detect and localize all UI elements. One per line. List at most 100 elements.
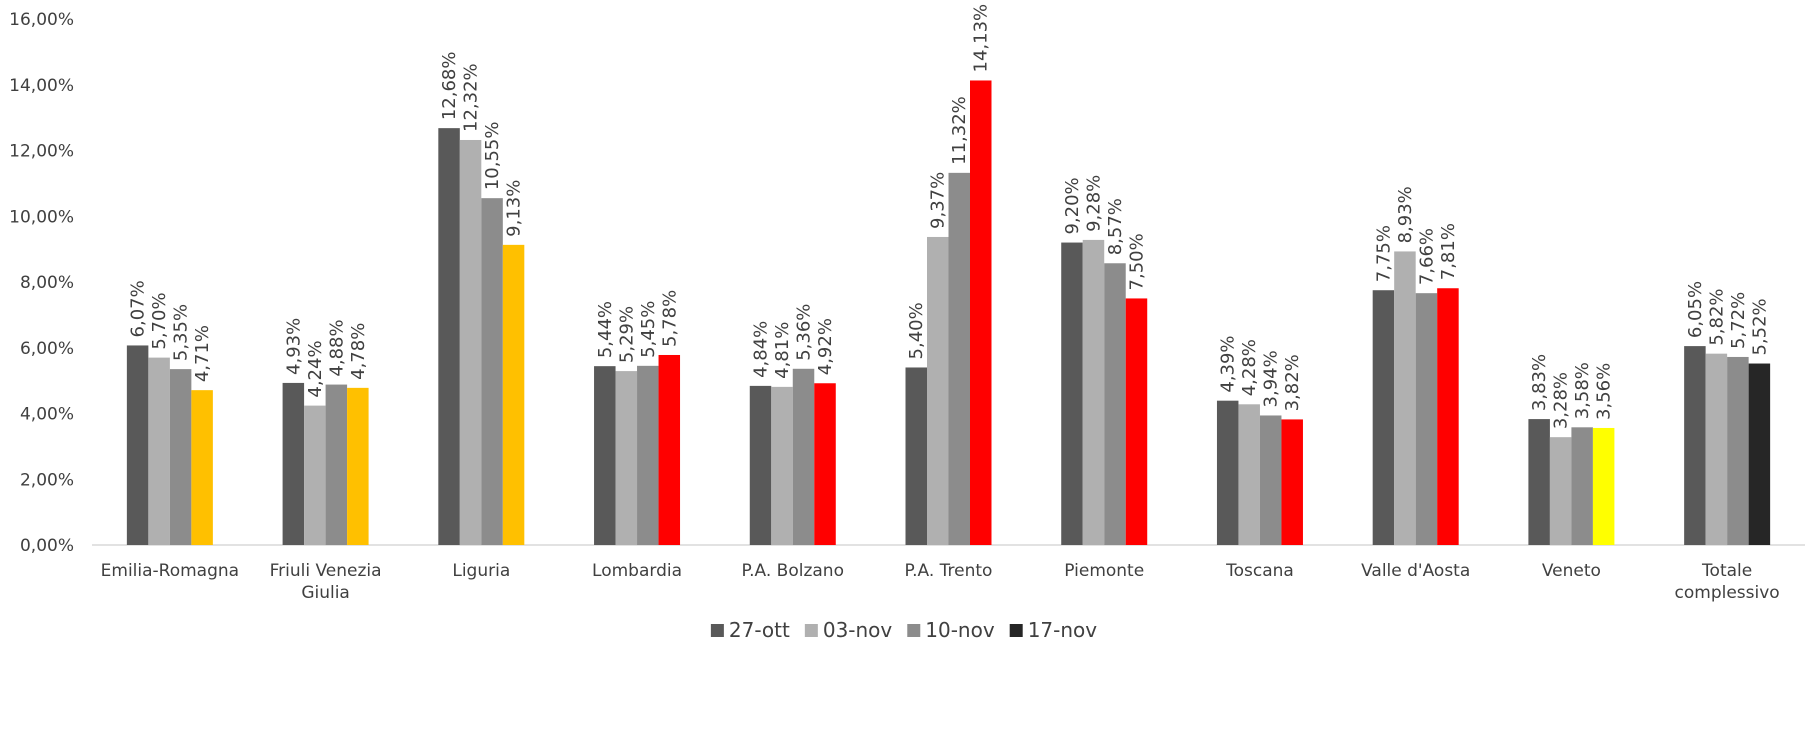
bar — [1259, 415, 1282, 545]
legend: 27-ott 03-nov 10-nov 17-nov — [710, 618, 1098, 642]
bar — [126, 345, 149, 545]
bar — [1437, 288, 1459, 545]
bar — [148, 357, 170, 545]
bar — [1238, 404, 1260, 545]
bar — [191, 390, 213, 545]
data-label: 4,93% — [283, 318, 304, 375]
bar — [749, 385, 772, 545]
bar — [304, 405, 326, 545]
bar — [169, 369, 192, 545]
bar — [1104, 263, 1126, 545]
x-tick-label-line: Piemonte — [1064, 561, 1144, 581]
data-label: 3,28% — [1551, 372, 1572, 429]
bar — [927, 236, 949, 545]
bar — [1571, 427, 1593, 545]
bar — [771, 386, 793, 545]
y-tick-label: 0,00% — [20, 536, 74, 556]
x-tick-label: Piemonte — [1064, 561, 1144, 581]
bar — [1394, 251, 1416, 545]
data-label: 7,75% — [1373, 225, 1394, 282]
bar — [1705, 353, 1728, 545]
x-tick-label: Totale complessivo — [1675, 561, 1780, 603]
data-label: 6,05% — [1685, 281, 1706, 338]
bar — [1592, 427, 1615, 545]
data-label: 3,56% — [1594, 363, 1615, 420]
data-label: 4,71% — [192, 325, 213, 382]
data-label: 5,78% — [659, 290, 680, 347]
bar — [814, 383, 836, 545]
x-tick-label: Lombardia — [592, 561, 682, 581]
y-tick-label: 16,00% — [9, 10, 74, 30]
data-label: 4,84% — [751, 321, 772, 378]
bar — [948, 172, 970, 546]
bar — [1061, 242, 1083, 546]
y-tick-label: 2,00% — [20, 470, 74, 490]
data-label: 7,50% — [1126, 233, 1147, 290]
data-label: 5,70% — [149, 292, 170, 349]
bar — [459, 139, 482, 546]
x-tick-label: Toscana — [1225, 561, 1294, 581]
x-tick-label-line: Liguria — [452, 561, 510, 581]
x-tick-label: P.A. Trento — [905, 561, 993, 581]
data-label: 3,58% — [1572, 362, 1593, 419]
data-label: 9,20% — [1062, 177, 1083, 234]
bar — [325, 384, 348, 545]
data-label: 8,57% — [1105, 198, 1126, 255]
bar — [1281, 419, 1303, 545]
x-tick-label-line: P.A. Bolzano — [742, 561, 844, 581]
data-label: 7,66% — [1416, 228, 1437, 285]
data-label: 10,55% — [482, 122, 503, 191]
bar — [1372, 290, 1395, 545]
data-label: 4,28% — [1239, 339, 1260, 396]
x-tick-label-line: complessivo — [1675, 583, 1780, 603]
legend-label: 17-nov — [1028, 618, 1098, 642]
bar — [1727, 356, 1749, 545]
data-label: 5,44% — [595, 301, 616, 358]
x-tick-label-line: Totale — [1701, 561, 1752, 581]
bar — [481, 198, 503, 545]
bar — [438, 128, 460, 545]
data-label: 12,68% — [439, 52, 460, 121]
bar — [1549, 437, 1572, 545]
data-label: 14,13% — [971, 4, 992, 73]
x-tick-label: Emilia-Romagna — [101, 561, 239, 581]
legend-swatch — [907, 624, 921, 637]
bar — [1748, 363, 1771, 545]
y-tick-label: 4,00% — [20, 405, 74, 425]
bar — [502, 244, 525, 545]
y-tick-label: 6,00% — [20, 339, 74, 359]
legend-swatch — [1009, 624, 1023, 637]
bar — [970, 80, 992, 545]
data-label: 7,81% — [1438, 223, 1459, 280]
bar — [1415, 293, 1438, 545]
legend-label: 27-ott — [729, 618, 790, 642]
bar — [658, 354, 681, 545]
x-tick-label-line: Emilia-Romagna — [101, 561, 239, 581]
bar — [637, 365, 659, 545]
bar — [594, 366, 616, 545]
x-tick-label-line: P.A. Trento — [905, 561, 993, 581]
bar — [1528, 419, 1550, 545]
bar — [1125, 298, 1148, 545]
data-label: 5,72% — [1728, 292, 1749, 349]
data-label: 11,32% — [949, 96, 970, 165]
data-label: 4,78% — [348, 323, 369, 380]
data-label: 3,94% — [1261, 350, 1282, 407]
x-tick-label-line: Toscana — [1225, 561, 1294, 581]
bar — [615, 371, 638, 545]
legend-label: 10-nov — [925, 618, 995, 642]
x-tick-label: Valle d'Aosta — [1361, 561, 1470, 581]
data-label: 4,81% — [772, 322, 793, 379]
bar — [1216, 400, 1239, 545]
data-label: 5,35% — [171, 304, 192, 361]
data-label: 9,28% — [1083, 175, 1104, 232]
bar — [792, 368, 815, 545]
data-label: 5,52% — [1749, 298, 1770, 355]
y-tick-label: 8,00% — [20, 273, 74, 293]
y-tick-label: 12,00% — [9, 142, 74, 162]
y-tick-label: 10,00% — [9, 207, 74, 227]
x-tick-label-line: Veneto — [1542, 561, 1601, 581]
data-label: 12,32% — [461, 63, 482, 132]
